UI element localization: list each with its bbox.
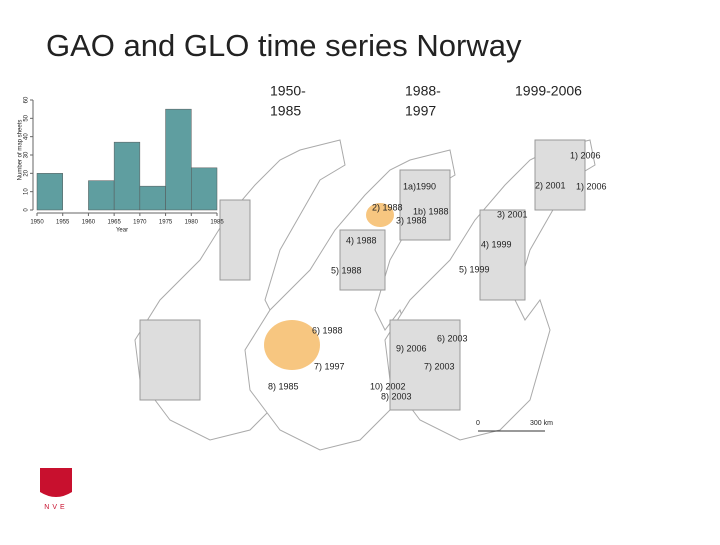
y-tick-label: 40 xyxy=(24,133,30,140)
column-label: 1950- xyxy=(270,83,306,99)
x-tick-label: 1970 xyxy=(133,220,147,226)
map-label: 2) 2001 xyxy=(535,180,566,190)
x-tick-label: 1955 xyxy=(56,220,70,226)
column-label: 1997 xyxy=(405,103,436,119)
x-tick-label: 1975 xyxy=(159,220,173,226)
column-label: 1985 xyxy=(270,103,301,119)
bar xyxy=(36,173,63,211)
maps xyxy=(134,139,596,451)
map-label: 5) 1988 xyxy=(331,265,362,275)
scale-label: 300 km xyxy=(530,420,553,427)
x-tick-label: 1985 xyxy=(210,220,224,226)
map-label: 3) 2001 xyxy=(497,209,528,219)
logo-text: NVE xyxy=(44,504,67,511)
map-label: 1b) 1988 xyxy=(413,206,449,216)
y-tick-label: 30 xyxy=(24,151,30,158)
map-label: 1) 2006 xyxy=(576,181,607,191)
y-tick-label: 20 xyxy=(24,169,30,176)
map-label: 7) 1997 xyxy=(314,361,345,371)
y-axis-label: Number of map sheets xyxy=(18,120,24,181)
map-label: 6) 2003 xyxy=(437,333,468,343)
slide-title: GAO and GLO time series Norway xyxy=(46,28,522,63)
map-sheet xyxy=(399,169,451,241)
x-tick-label: 1950 xyxy=(30,220,44,226)
map-label: 7) 2003 xyxy=(424,361,455,371)
map-label: 3) 1988 xyxy=(396,215,427,225)
map-label: 4) 1999 xyxy=(481,239,512,249)
bar xyxy=(113,141,141,211)
map-label: 8) 2003 xyxy=(381,391,412,401)
map-sheet xyxy=(339,229,386,291)
logo-shield xyxy=(40,468,72,497)
map-sheet xyxy=(219,199,251,281)
scale-label: 0 xyxy=(476,420,480,427)
column-label: 1988- xyxy=(405,83,441,99)
map-sheet xyxy=(389,319,461,411)
map-label: 1a)1990 xyxy=(403,181,436,191)
y-tick-label: 0 xyxy=(24,208,30,212)
map-sheets xyxy=(139,139,586,411)
map-label: 4) 1988 xyxy=(346,235,377,245)
bar xyxy=(88,180,115,211)
map-label: 1) 2006 xyxy=(570,150,601,160)
bar xyxy=(165,108,192,211)
x-axis-label: Year xyxy=(116,228,128,234)
map-sheet xyxy=(139,319,201,401)
map-label: 8) 1985 xyxy=(268,381,299,391)
logo: NVE xyxy=(40,468,72,511)
map-label: 9) 2006 xyxy=(396,343,427,353)
map-label: 10) 2002 xyxy=(370,381,406,391)
map-label: 6) 1988 xyxy=(312,325,343,335)
column-label: 1999-2006 xyxy=(515,83,582,99)
map-sheet xyxy=(479,209,526,301)
x-tick-label: 1980 xyxy=(185,220,199,226)
glacier-area xyxy=(264,320,320,370)
y-tick-label: 60 xyxy=(24,96,30,103)
map-sheet xyxy=(534,139,586,211)
bar xyxy=(191,167,218,211)
x-tick-label: 1960 xyxy=(82,220,96,226)
glacier-area xyxy=(366,203,394,227)
y-tick-label: 50 xyxy=(24,114,30,121)
bar xyxy=(139,185,166,211)
map-label: 5) 1999 xyxy=(459,264,490,274)
map-label: 2) 1988 xyxy=(372,202,403,212)
y-tick-label: 10 xyxy=(24,188,30,195)
x-tick-label: 1965 xyxy=(107,220,121,226)
